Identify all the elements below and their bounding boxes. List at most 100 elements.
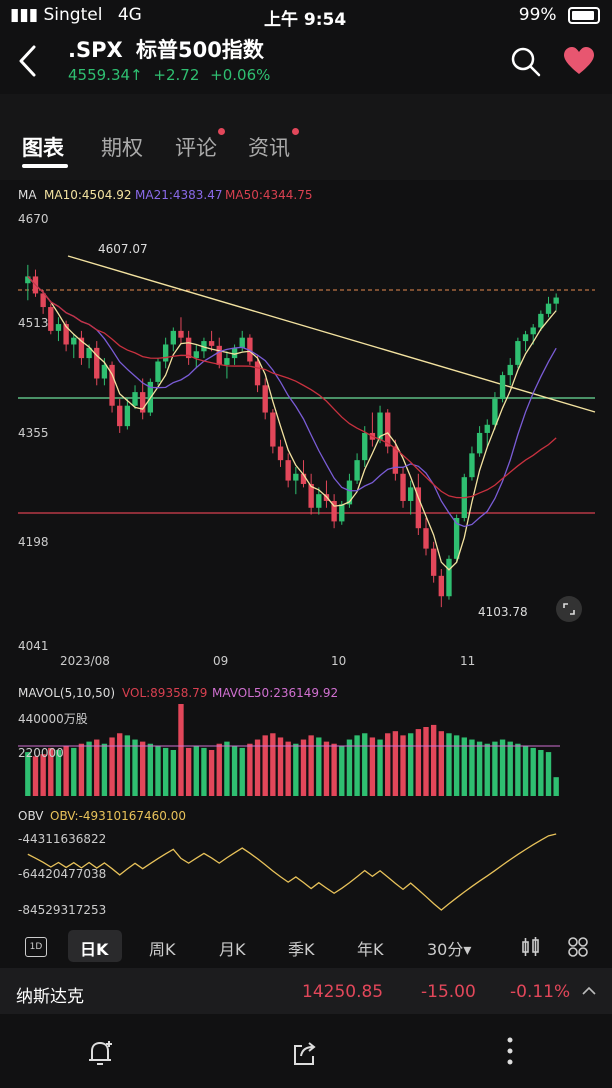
tab-options[interactable]: 期权 bbox=[101, 136, 143, 160]
volume-bar bbox=[224, 741, 230, 796]
volume-bar bbox=[469, 739, 475, 796]
candle-body bbox=[132, 392, 138, 406]
volume-bar bbox=[178, 704, 184, 796]
volume-bar bbox=[32, 756, 39, 796]
volume-bar bbox=[162, 747, 169, 796]
tab-bar: 图表 期权 评论 资讯 bbox=[0, 94, 612, 180]
volume-bar bbox=[101, 743, 108, 796]
candle-body bbox=[515, 341, 521, 365]
volume-bar bbox=[339, 745, 345, 796]
back-icon[interactable] bbox=[16, 44, 40, 78]
price-change-pct: +0.06% bbox=[210, 66, 271, 84]
volume-bar bbox=[400, 735, 406, 796]
mavol-legend-title: MAVOL(5,10,50) bbox=[18, 686, 116, 700]
kline-chart[interactable] bbox=[0, 180, 612, 930]
volume-bar bbox=[362, 733, 368, 796]
obv-axis-bottom: -84529317253 bbox=[18, 903, 107, 917]
candle-body bbox=[469, 453, 475, 478]
candle-body bbox=[216, 345, 222, 365]
candle-body bbox=[231, 347, 238, 359]
candle-settings-icon[interactable] bbox=[520, 936, 542, 958]
price-alert-bell-icon[interactable] bbox=[86, 1038, 116, 1068]
high-annotation: 4607.07 bbox=[98, 242, 148, 256]
candle-body bbox=[117, 405, 123, 427]
candle-body bbox=[438, 575, 444, 597]
obv-line bbox=[27, 833, 557, 911]
page-title: .SPX 标普500指数 bbox=[68, 34, 264, 64]
volume-bar bbox=[247, 743, 253, 796]
volume-bar bbox=[461, 737, 467, 796]
volume-bar bbox=[63, 745, 69, 796]
candle-body bbox=[140, 392, 146, 413]
period-year[interactable]: 年K bbox=[357, 940, 384, 959]
active-tab-indicator bbox=[22, 164, 68, 168]
trend-line bbox=[67, 255, 596, 413]
candle-body bbox=[239, 337, 245, 348]
favorite-heart-icon[interactable] bbox=[563, 46, 595, 76]
volume-bar bbox=[94, 739, 100, 796]
candle-body bbox=[400, 473, 406, 501]
volume-bar bbox=[515, 743, 521, 796]
candle-body bbox=[94, 347, 100, 379]
candle-body bbox=[170, 330, 176, 345]
volume-bar bbox=[55, 750, 62, 796]
candle-body bbox=[277, 446, 284, 461]
x-label-sep: 09 bbox=[213, 654, 229, 668]
ma21-line bbox=[27, 276, 557, 528]
volume-bar bbox=[48, 747, 54, 796]
volume-bar bbox=[132, 739, 138, 796]
period-30min[interactable]: 30分▾ bbox=[427, 940, 472, 959]
candle-body bbox=[331, 500, 337, 522]
fullscreen-button[interactable] bbox=[556, 596, 582, 622]
period-month[interactable]: 月K bbox=[219, 940, 246, 959]
search-icon[interactable] bbox=[510, 46, 542, 78]
intraday-1d-icon[interactable]: 1D bbox=[25, 937, 47, 957]
candle-body bbox=[484, 424, 490, 433]
volume-bar bbox=[109, 737, 115, 796]
x-label-aug: 2023/08 bbox=[60, 654, 110, 668]
more-options-icon[interactable] bbox=[502, 1036, 518, 1068]
volume-bar bbox=[346, 739, 353, 796]
volume-bar bbox=[86, 741, 92, 796]
price-line: 4559.34↑ +2.72 +0.06% bbox=[68, 66, 270, 84]
chart-area[interactable]: MA MA10:4504.92 MA21:4383.47 MA50:4344.7… bbox=[0, 180, 612, 930]
volume-bar bbox=[254, 739, 261, 796]
index-ticker-bar[interactable]: 纳斯达克 14250.85 -15.00 -0.11% bbox=[0, 968, 612, 1014]
ma-legend-title: MA bbox=[18, 188, 37, 202]
chevron-up-icon[interactable] bbox=[582, 986, 596, 996]
grid-menu-icon[interactable] bbox=[567, 936, 589, 958]
volume-bar bbox=[293, 743, 299, 796]
candle-body bbox=[178, 330, 184, 338]
index-name: 标普500指数 bbox=[136, 38, 264, 62]
volume-bar bbox=[285, 741, 291, 796]
volume-bar bbox=[408, 733, 414, 796]
volume-bar bbox=[78, 743, 85, 796]
candle-body bbox=[155, 361, 161, 382]
period-quarter[interactable]: 季K bbox=[288, 940, 315, 959]
volume-bar bbox=[323, 741, 330, 796]
candle-body bbox=[285, 460, 291, 481]
last-price: 4559.34 bbox=[68, 66, 131, 84]
candle-body bbox=[40, 293, 46, 308]
candle-body bbox=[101, 364, 108, 379]
obv-legend-title: OBV bbox=[18, 809, 44, 823]
volume-bar bbox=[430, 724, 437, 796]
tab-comments[interactable]: 评论 bbox=[175, 136, 217, 160]
y-label-top: 4670 bbox=[18, 212, 49, 226]
candle-body bbox=[415, 487, 422, 529]
candle-body bbox=[124, 405, 131, 427]
period-day[interactable]: 日K bbox=[80, 940, 109, 959]
tab-news[interactable]: 资讯 bbox=[248, 136, 290, 160]
period-week[interactable]: 周K bbox=[149, 940, 176, 959]
y-label-3: 4355 bbox=[18, 426, 49, 440]
symbol: .SPX bbox=[68, 38, 123, 62]
candle-body bbox=[522, 334, 529, 342]
candle-body bbox=[545, 303, 552, 314]
vol-axis-mid: 220000 bbox=[18, 746, 64, 760]
candle-body bbox=[262, 385, 268, 413]
tab-chart[interactable]: 图表 bbox=[22, 132, 68, 168]
candle-body bbox=[86, 347, 92, 359]
share-icon[interactable] bbox=[290, 1038, 320, 1068]
obv-axis-top: -44311636822 bbox=[18, 832, 107, 846]
ma21-legend: MA21:4383.47 bbox=[135, 188, 223, 202]
